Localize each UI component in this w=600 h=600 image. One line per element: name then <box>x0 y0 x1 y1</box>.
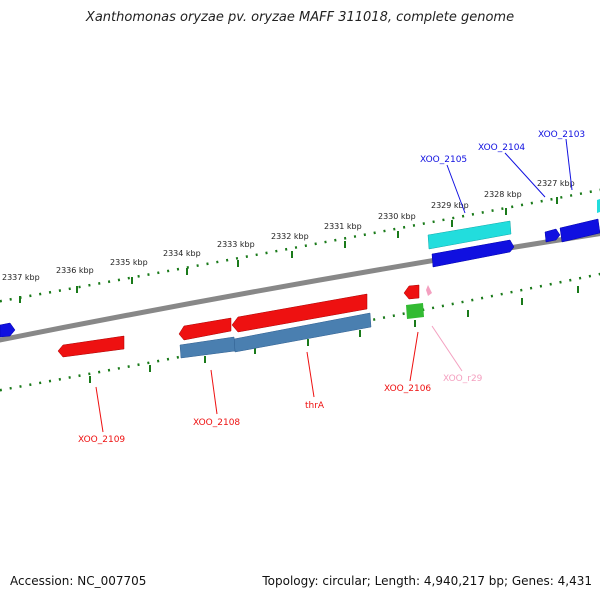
leader-xoo-2108 <box>210 369 218 415</box>
tick-label: 2327 kbp <box>537 179 575 188</box>
gene-xoo-2104[interactable] <box>431 239 515 268</box>
gene-forward-left-edge[interactable] <box>0 322 16 338</box>
label-xoo-2106[interactable]: XOO_2106 <box>384 384 431 394</box>
feature-steelblue-2[interactable] <box>179 336 236 359</box>
tick-label: 2331 kbp <box>324 222 362 231</box>
gene-xoo-2108[interactable] <box>178 317 232 341</box>
gene-cyan-edge[interactable] <box>597 199 600 213</box>
leader-xoo-2106 <box>409 331 419 382</box>
label-xoo-2105[interactable]: XOO_2105 <box>420 155 467 165</box>
tick-label: 2329 kbp <box>431 201 469 210</box>
tick-label: 2335 kbp <box>110 258 148 267</box>
feature-green[interactable] <box>406 303 424 319</box>
leader-xoo-2109 <box>95 386 104 433</box>
gene-thra[interactable] <box>231 293 368 333</box>
gene-xoo-2103[interactable] <box>559 218 600 243</box>
tick-label: 2328 kbp <box>484 190 522 199</box>
topology-text: Topology: circular; Length: 4,940,217 bp… <box>262 574 592 588</box>
tick-label: 2334 kbp <box>163 249 201 258</box>
leader-xoo-2105 <box>446 164 466 214</box>
gene-xoo-2109[interactable] <box>57 335 125 358</box>
leader-xoo-2104 <box>504 152 546 198</box>
map-title: Xanthomonas oryzae pv. oryzae MAFF 31101… <box>85 10 515 25</box>
label-xoo-2108[interactable]: XOO_2108 <box>193 418 240 428</box>
tick-label: 2332 kbp <box>271 232 309 241</box>
label-thra[interactable]: thrA <box>305 401 325 411</box>
label-xoo-r29[interactable]: XOO_r29 <box>443 374 483 384</box>
leader-xoo-2103 <box>565 138 573 191</box>
major-ticks-outer <box>19 197 558 303</box>
tick-label: 2337 kbp <box>2 273 40 282</box>
chromosome-backbone <box>0 231 600 343</box>
tick-label: 2336 kbp <box>56 266 94 275</box>
label-xoo-2104[interactable]: XOO_2104 <box>478 143 525 153</box>
accession-text: Accession: NC_007705 <box>10 574 147 588</box>
major-ticks-inner <box>89 286 579 383</box>
label-xoo-2109[interactable]: XOO_2109 <box>78 435 125 445</box>
leader-xoo-r29 <box>431 325 463 372</box>
tick-label: 2330 kbp <box>378 212 416 221</box>
gene-xoo-2106[interactable] <box>403 284 420 300</box>
gene-forward-small[interactable] <box>544 228 561 243</box>
outer-tick-track <box>0 188 600 303</box>
label-xoo-2103[interactable]: XOO_2103 <box>538 130 585 140</box>
gene-xoo-r29[interactable] <box>426 285 432 296</box>
gene-xoo-2105[interactable] <box>427 220 512 250</box>
leader-thra <box>306 351 315 398</box>
tick-label: 2333 kbp <box>217 240 255 249</box>
